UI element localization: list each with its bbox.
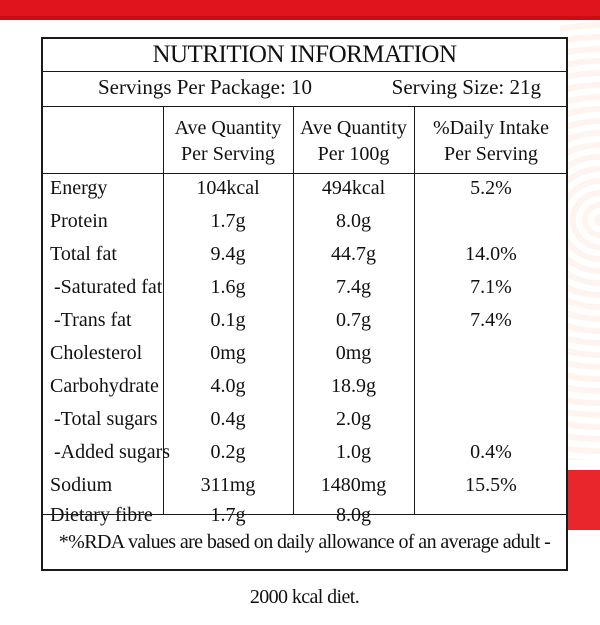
column-header-row: Ave Quantity Per Serving Ave Quantity Pe… bbox=[43, 107, 566, 174]
nutrient-name: Sodium bbox=[50, 474, 113, 496]
per-100g-value: 7.4g bbox=[336, 276, 371, 298]
header-daily-intake-line2: Per Serving bbox=[444, 143, 538, 165]
column-divider bbox=[414, 107, 415, 514]
per-serving-value: 9.4g bbox=[210, 243, 246, 265]
nutrient-name: Energy bbox=[50, 177, 108, 199]
per-100g-value: 44.7g bbox=[331, 243, 376, 265]
nutrient-name: Cholesterol bbox=[50, 342, 143, 364]
per-100g-value: 1480mg bbox=[320, 474, 387, 496]
serving-size: Serving Size: 21g bbox=[391, 75, 541, 99]
header-per-100g: Ave Quantity Per 100g bbox=[293, 115, 414, 167]
per-serving-value: 1.6g bbox=[210, 276, 246, 298]
header-daily-intake-line1: %Daily Intake bbox=[432, 117, 550, 139]
header-per-serving-line1: Ave Quantity bbox=[174, 117, 282, 139]
daily-intake-value: 14.0% bbox=[465, 243, 517, 265]
nutrient-name: Dietary fibre bbox=[50, 504, 153, 526]
per-serving-value: 0.4g bbox=[210, 408, 246, 430]
per-100g-value: 0.7g bbox=[336, 309, 371, 331]
daily-intake-value: 15.5% bbox=[465, 474, 517, 496]
servings-per-package: Servings Per Package: 10 bbox=[98, 75, 313, 99]
per-100g-value: 8.0g bbox=[336, 504, 371, 526]
daily-intake-value: 5.2% bbox=[470, 177, 512, 199]
per-100g-value: 2.0g bbox=[336, 408, 371, 430]
header-daily-intake: %Daily Intake Per Serving bbox=[414, 115, 568, 167]
daily-intake-value: 7.1% bbox=[470, 276, 512, 298]
per-serving-value: 1.7g bbox=[210, 504, 246, 526]
nutrient-rows: Energy 104kcal 494kcal 5.2% Protein 1.7g… bbox=[43, 174, 566, 530]
top-red-band bbox=[0, 0, 600, 20]
table-row: Total fat 9.4g 44.7g 14.0% bbox=[43, 240, 566, 273]
per-serving-value: 4.0g bbox=[210, 375, 246, 397]
table-row: -Added sugars 0.2g 1.0g 0.4% bbox=[43, 438, 566, 471]
nutrient-name: Total fat bbox=[50, 243, 117, 265]
table-row: -Total sugars 0.4g 2.0g bbox=[43, 405, 566, 438]
nutrient-name: -Added sugars bbox=[54, 441, 171, 463]
per-serving-value: 0.1g bbox=[210, 309, 246, 331]
table-row: Energy 104kcal 494kcal 5.2% bbox=[43, 174, 566, 207]
per-serving-value: 0mg bbox=[210, 342, 246, 364]
per-serving-value: 1.7g bbox=[210, 210, 246, 232]
servings-row: Servings Per Package: 10 Serving Size: 2… bbox=[43, 72, 566, 107]
per-serving-value: 104kcal bbox=[196, 177, 260, 199]
header-per-serving: Ave Quantity Per Serving bbox=[163, 115, 293, 167]
per-100g-value: 0mg bbox=[335, 342, 372, 364]
table-row: Sodium 311mg 1480mg 15.5% bbox=[43, 471, 566, 504]
per-100g-value: 1.0g bbox=[336, 441, 371, 463]
nutrient-name: -Total sugars bbox=[54, 408, 158, 430]
table-row: Protein 1.7g 8.0g bbox=[43, 207, 566, 240]
header-per-100g-line2: Per 100g bbox=[317, 143, 390, 165]
per-serving-value: 311mg bbox=[200, 474, 256, 496]
column-divider bbox=[163, 107, 164, 514]
per-100g-value: 494kcal bbox=[321, 177, 386, 199]
table-row: Carbohydrate 4.0g 18.9g bbox=[43, 372, 566, 405]
nutrient-name: Protein bbox=[50, 210, 108, 232]
daily-intake-value: 0.4% bbox=[470, 441, 512, 463]
table-row: Cholesterol 0mg 0mg bbox=[43, 339, 566, 372]
table-row: -Trans fat 0.1g 0.7g 7.4% bbox=[43, 306, 566, 339]
per-serving-value: 0.2g bbox=[210, 441, 246, 463]
daily-intake-value: 7.4% bbox=[470, 309, 512, 331]
rda-footnote: *%RDA values are based on daily allowanc… bbox=[43, 514, 566, 608]
nutrient-name: -Saturated fat bbox=[54, 276, 163, 298]
header-per-serving-line2: Per Serving bbox=[181, 143, 275, 165]
table-row: -Saturated fat 1.6g 7.4g 7.1% bbox=[43, 273, 566, 306]
nutrient-name: -Trans fat bbox=[54, 309, 132, 331]
per-100g-value: 8.0g bbox=[336, 210, 371, 232]
nutrition-label: NUTRITION INFORMATION Servings Per Packa… bbox=[41, 37, 568, 608]
nutrient-name: Carbohydrate bbox=[50, 375, 159, 397]
per-100g-value: 18.9g bbox=[331, 375, 376, 397]
header-per-100g-line1: Ave Quantity bbox=[300, 117, 407, 139]
table-row: Dietary fibre 1.7g 8.0g bbox=[43, 504, 566, 530]
label-title: NUTRITION INFORMATION bbox=[43, 39, 566, 72]
column-divider bbox=[293, 107, 294, 514]
